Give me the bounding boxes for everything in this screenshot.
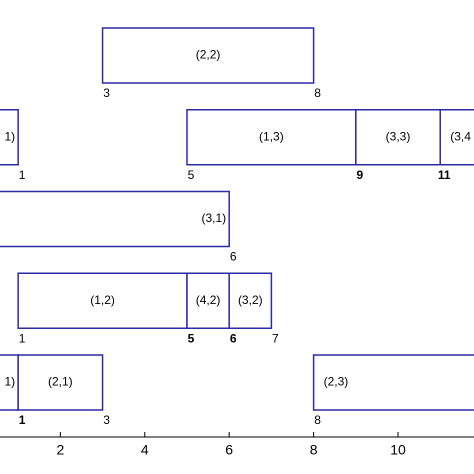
task-bar (17, 272, 188, 329)
x-tick-label: 10 (390, 442, 406, 458)
task-label: (2,1) (48, 375, 73, 389)
task-bar (0, 109, 19, 166)
task-label: (1,3) (259, 129, 284, 143)
time-label: 11 (438, 168, 451, 182)
x-tick-label: 4 (141, 442, 149, 458)
x-tick-label: 2 (56, 442, 64, 458)
task-bar (101, 27, 315, 84)
task-bar (0, 190, 230, 248)
time-label: 9 (356, 168, 363, 182)
time-label: 1 (19, 168, 26, 182)
task-label: (2,3) (324, 375, 349, 389)
x-tick-label: 8 (310, 442, 318, 458)
task-label: (3,4 (450, 129, 471, 143)
time-label: 6 (230, 250, 237, 264)
time-label: 7 (272, 331, 279, 345)
task-label: 1) (4, 375, 15, 389)
time-label: 3 (103, 413, 110, 427)
task-label: (4,2) (196, 293, 221, 307)
task-bar (186, 272, 230, 329)
task-bar (186, 109, 357, 166)
task-label: (3,2) (238, 293, 263, 307)
time-label: 5 (188, 168, 195, 182)
task-label: 1) (4, 129, 15, 143)
time-label: 1 (19, 413, 26, 427)
task-bar (17, 354, 104, 411)
task-bar (312, 354, 474, 411)
task-label: (3,1) (202, 211, 227, 225)
time-label: 1 (19, 331, 26, 345)
task-label: (3,3) (386, 129, 411, 143)
task-bar (228, 272, 273, 329)
time-label: 5 (188, 331, 195, 345)
time-label: 3 (103, 86, 110, 100)
task-bar (439, 109, 474, 166)
time-label: 8 (314, 86, 321, 100)
x-tick-label: 6 (225, 442, 233, 458)
time-label: 6 (230, 331, 237, 345)
time-label: 8 (314, 413, 321, 427)
task-label: (1,2) (90, 293, 115, 307)
task-label: (2,2) (196, 48, 221, 62)
